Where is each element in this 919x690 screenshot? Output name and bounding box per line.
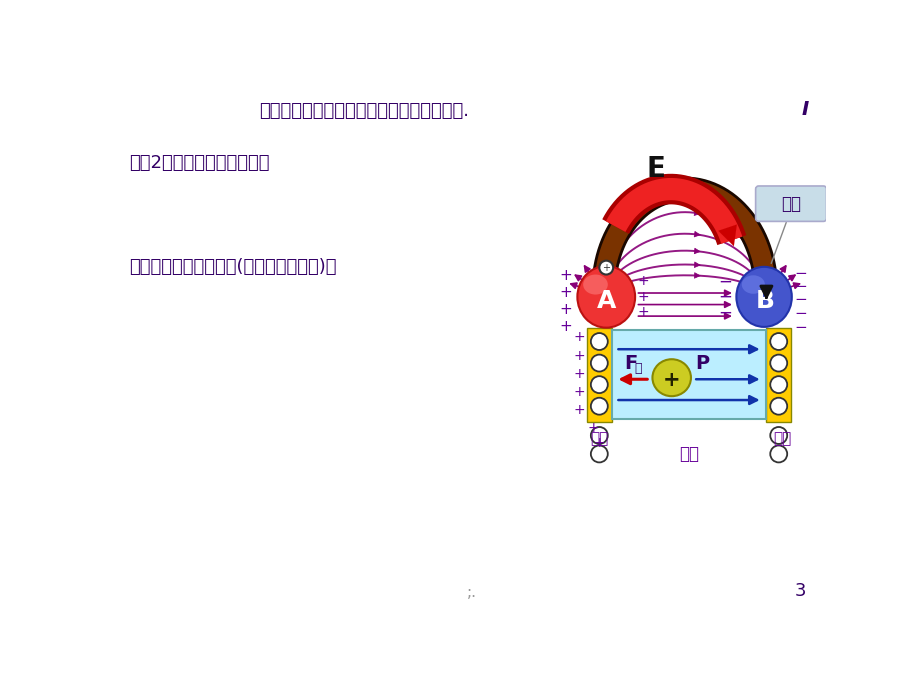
Text: −: − <box>794 306 807 322</box>
Text: +: + <box>560 319 572 334</box>
Circle shape <box>769 333 787 350</box>
FancyBboxPatch shape <box>754 186 825 221</box>
Text: +: + <box>560 302 572 317</box>
Text: F: F <box>623 355 637 373</box>
Circle shape <box>769 376 787 393</box>
Circle shape <box>590 446 607 462</box>
Text: −: − <box>718 288 732 306</box>
Text: −: − <box>718 304 732 322</box>
Circle shape <box>769 355 787 371</box>
Text: −: − <box>794 320 807 335</box>
Text: I: I <box>800 100 808 119</box>
Circle shape <box>769 427 787 444</box>
Text: +: + <box>637 275 648 288</box>
Text: +: + <box>593 436 605 450</box>
Text: +: + <box>573 385 584 400</box>
Text: +: + <box>560 268 572 283</box>
Text: 导线: 导线 <box>780 195 800 213</box>
Text: B: B <box>754 290 774 313</box>
Text: −: − <box>794 266 807 282</box>
Circle shape <box>590 376 607 393</box>
Text: +: + <box>573 403 584 417</box>
Text: +: + <box>573 367 584 381</box>
Bar <box>766 328 790 422</box>
Ellipse shape <box>583 275 607 295</box>
Ellipse shape <box>735 267 791 327</box>
Text: 3: 3 <box>794 582 806 600</box>
Circle shape <box>598 261 612 275</box>
Text: +: + <box>602 263 609 273</box>
Ellipse shape <box>577 266 634 328</box>
Text: +: + <box>573 330 584 344</box>
Text: P: P <box>694 355 709 373</box>
Ellipse shape <box>652 359 690 396</box>
Text: 非: 非 <box>634 362 641 375</box>
Text: −: − <box>794 279 807 295</box>
Circle shape <box>590 427 607 444</box>
Text: −: − <box>794 293 807 308</box>
Text: 正极: 正极 <box>590 431 607 446</box>
Bar <box>611 330 766 420</box>
Text: 负极: 负极 <box>773 431 791 446</box>
Text: −: − <box>718 273 732 290</box>
Text: E: E <box>646 155 665 183</box>
Circle shape <box>769 397 787 415</box>
Circle shape <box>769 446 787 462</box>
Text: 思考2：导线中电场的方向？: 思考2：导线中电场的方向？ <box>129 154 269 172</box>
Text: 电源: 电源 <box>678 444 698 463</box>
Text: +: + <box>560 285 572 299</box>
Ellipse shape <box>741 275 764 294</box>
Bar <box>586 328 611 422</box>
Text: A: A <box>596 290 616 313</box>
Circle shape <box>590 355 607 371</box>
Text: +: + <box>573 349 584 363</box>
Circle shape <box>590 397 607 415</box>
Text: +: + <box>637 290 648 304</box>
Circle shape <box>590 333 607 350</box>
Text: 如图：假设在电源正、负极之间连一根导线.: 如图：假设在电源正、负极之间连一根导线. <box>258 102 468 120</box>
Text: 电场线保持和导线平行(与电流方向相同)。: 电场线保持和导线平行(与电流方向相同)。 <box>129 258 336 277</box>
Text: ;.: ;. <box>466 585 476 600</box>
Text: +: + <box>663 370 680 390</box>
Text: +: + <box>637 305 648 319</box>
Text: +: + <box>586 421 598 435</box>
